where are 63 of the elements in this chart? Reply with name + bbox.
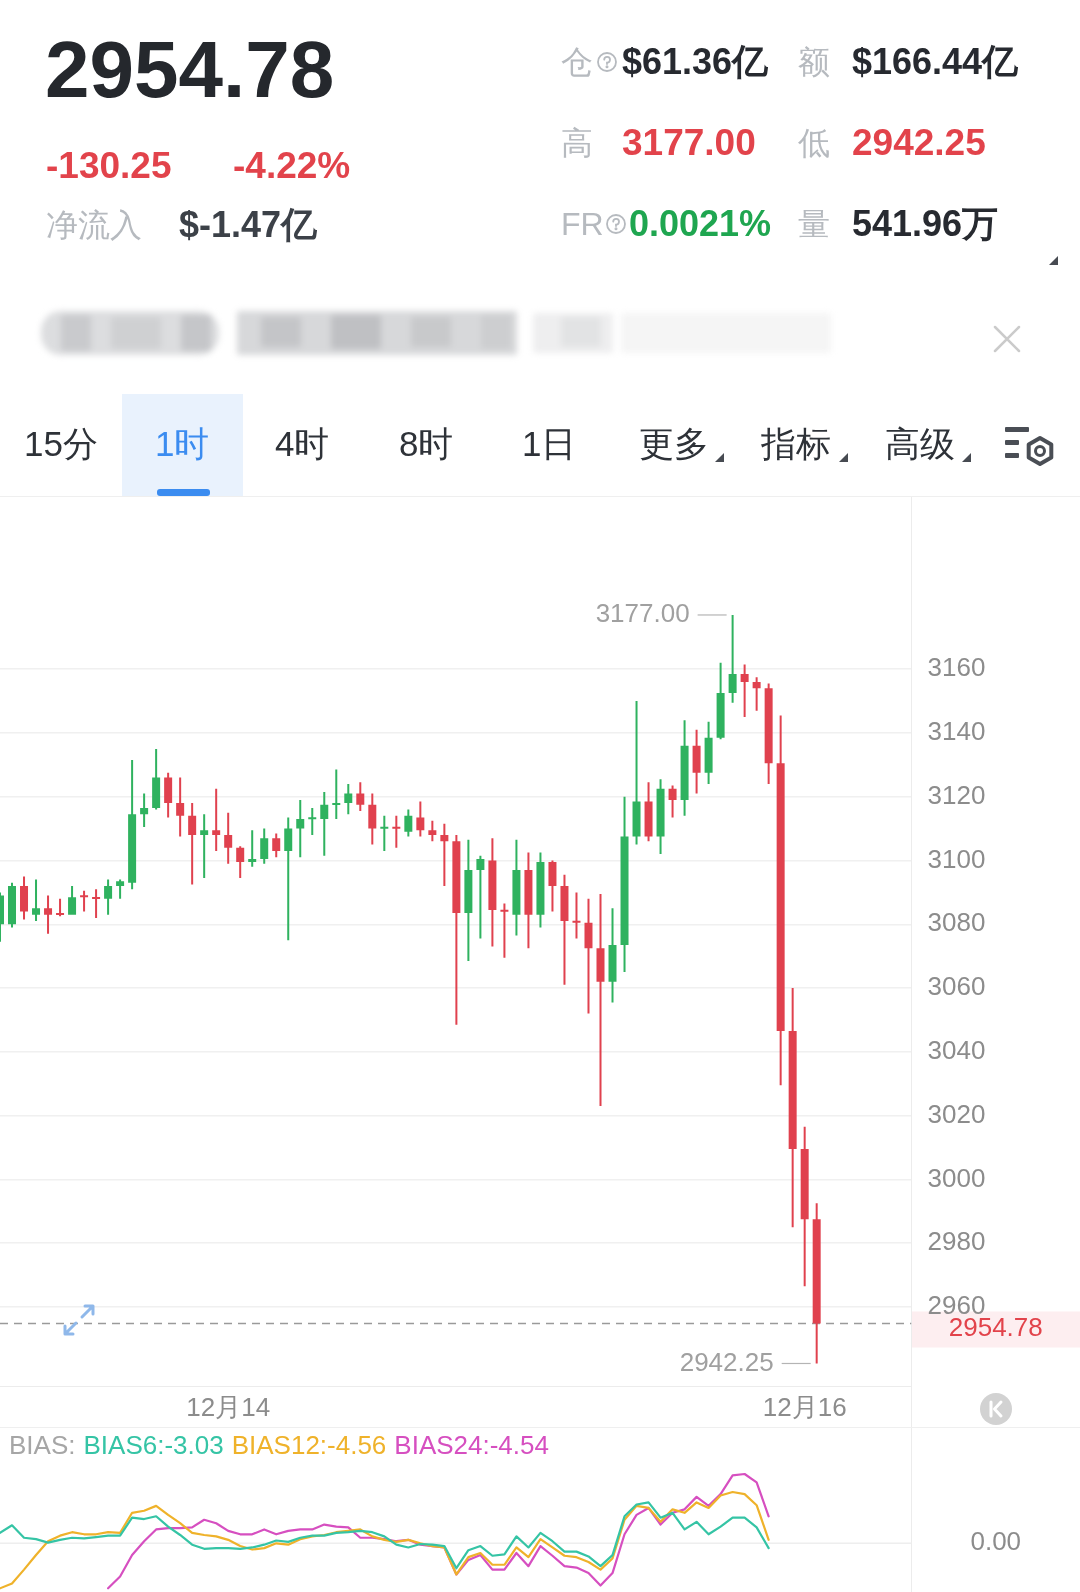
text: $61.36亿	[622, 40, 769, 84]
text: 高级	[885, 423, 955, 465]
annotation: 3177.00	[595, 598, 690, 629]
candlestick	[440, 823, 449, 886]
y-tick-label: 3000	[927, 1162, 986, 1193]
text: 低	[798, 123, 830, 163]
candlestick	[32, 879, 41, 922]
text: 0.0021%	[629, 202, 772, 246]
candlestick	[392, 815, 401, 848]
x-tick-label: 12月16	[762, 1392, 847, 1423]
text: 541.96万	[852, 202, 999, 246]
y-tick-label: 3020	[927, 1098, 986, 1129]
candlestick	[296, 799, 305, 858]
text: 指标	[761, 423, 831, 465]
text: 15分	[24, 423, 98, 465]
x-tick-label: 12月14	[186, 1392, 271, 1423]
text: 8时	[399, 423, 454, 465]
y-tick-label: 2980	[927, 1226, 986, 1257]
text: 量	[798, 204, 830, 244]
candlestick	[308, 807, 317, 835]
candlestick	[56, 898, 65, 917]
candlestick	[572, 892, 581, 939]
candlestick	[44, 895, 53, 934]
text: 仓	[561, 42, 593, 82]
text: 净流入	[46, 205, 142, 245]
text: 1时	[155, 423, 210, 465]
text: $166.44亿	[852, 40, 1019, 84]
text: FR	[561, 204, 604, 244]
legend-title: BIAS:	[9, 1430, 76, 1461]
y-tick-label: 3160	[927, 652, 986, 683]
text: 3177.00	[622, 120, 756, 165]
text: 高	[561, 123, 593, 163]
candlestick	[80, 890, 89, 912]
text: 额	[798, 42, 830, 82]
candlestick	[248, 830, 257, 867]
text: -130.25	[46, 143, 172, 188]
candlestick	[212, 788, 221, 851]
text: 1日	[522, 423, 577, 465]
y-tick-label: 3060	[927, 971, 986, 1002]
text: BIAS12:-4.56	[231, 1430, 387, 1461]
text: 0.00	[970, 1526, 1022, 1557]
candlestick	[596, 893, 605, 1107]
candlestick	[380, 815, 389, 851]
candlestick	[92, 889, 101, 918]
y-tick-label: 3040	[927, 1034, 986, 1065]
text: -4.22%	[233, 143, 351, 188]
y-tick-label: 3100	[927, 843, 986, 874]
candlestick	[332, 769, 341, 820]
text: $-1.47亿	[179, 203, 318, 247]
candlestick	[200, 814, 209, 879]
y-tick-label: 3120	[927, 779, 986, 810]
candlestick	[476, 855, 485, 939]
text: BIAS6:-3.03	[83, 1430, 224, 1461]
candlestick	[740, 664, 749, 718]
candlestick	[500, 903, 509, 958]
text: 更多	[639, 423, 709, 465]
text: 4时	[275, 423, 330, 465]
annotation: 2942.25	[679, 1346, 774, 1377]
y-tick-label: 3140	[927, 716, 986, 747]
text: 2942.25	[852, 120, 986, 165]
text: BIAS24:-4.54	[394, 1430, 549, 1461]
text: 2954.78	[45, 24, 335, 116]
y-tick-label: 3080	[927, 907, 986, 938]
